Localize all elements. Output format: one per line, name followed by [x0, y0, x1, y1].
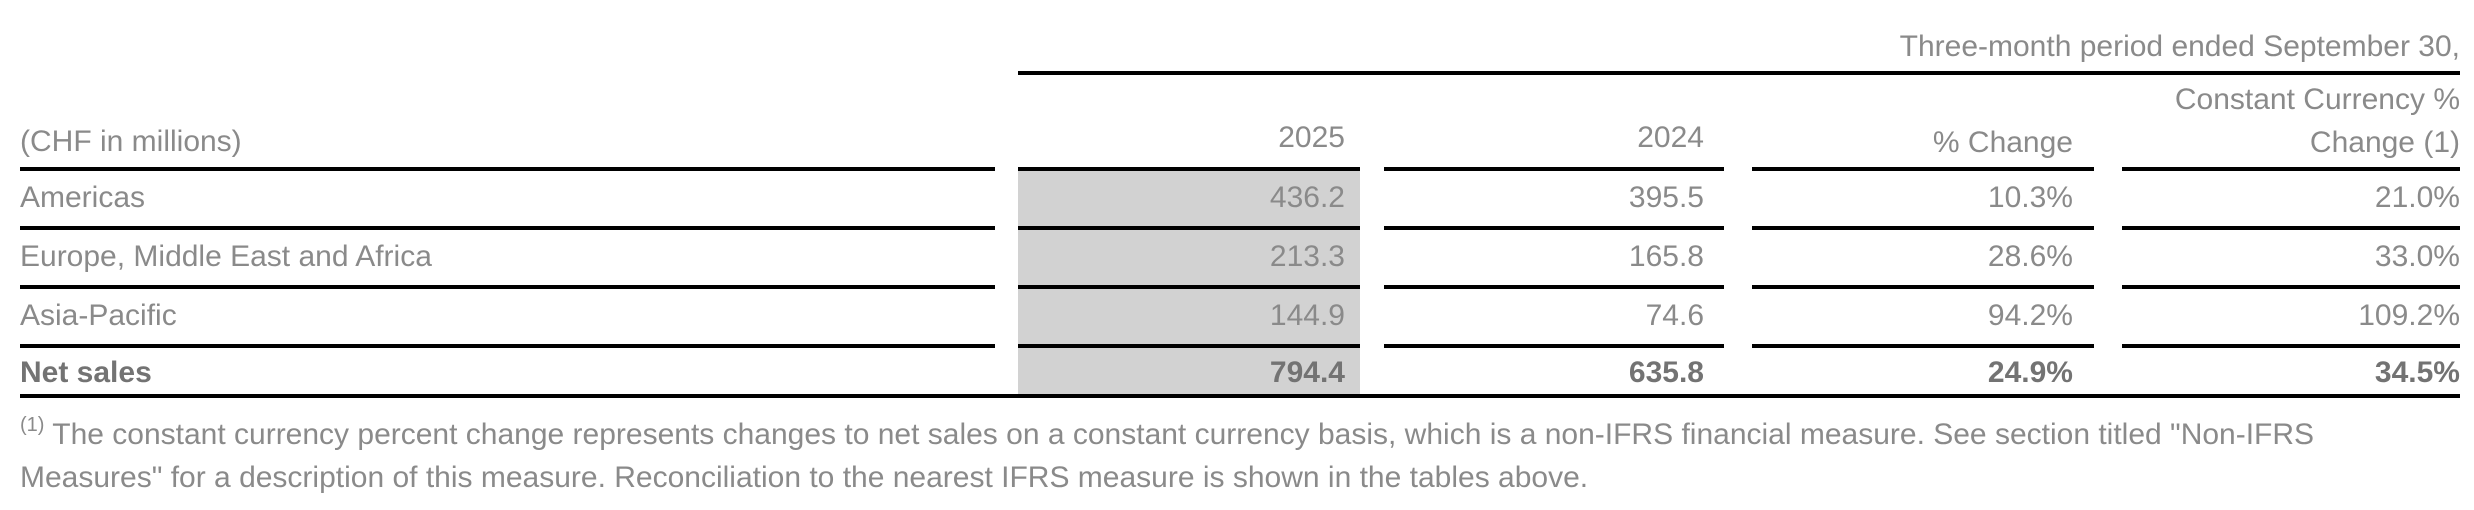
footnote-text: The constant currency percent change rep… [20, 418, 2315, 494]
cell-2025: 213.3 [1269, 240, 1345, 273]
row-rule-cc [2122, 226, 2460, 230]
col-header-pct-change: % Change [1932, 126, 2073, 159]
row-rule-label [20, 285, 995, 289]
cell-pct-change: 24.9% [1987, 356, 2073, 389]
highlight-2025-column [1018, 171, 1360, 394]
cell-pct-change: 28.6% [1987, 240, 2073, 273]
unit-label: (CHF in millions) [20, 125, 242, 158]
row-rule-pct [1752, 226, 2094, 230]
col-header-2025: 2025 [1278, 121, 1345, 154]
cell-2025: 436.2 [1269, 181, 1345, 214]
top-rule [1018, 71, 2460, 75]
row-rule-pct [1752, 344, 2094, 348]
cell-cc-change: 21.0% [2374, 181, 2460, 214]
header-rule-pct [1752, 167, 2094, 171]
period-caption: Three-month period ended September 30, [1899, 30, 2460, 63]
cell-2024: 635.8 [1628, 356, 1704, 389]
cell-cc-change: 109.2% [2358, 299, 2460, 332]
col-header-constant-currency-line2: Change (1) [2309, 126, 2460, 159]
header-rule-cc [2122, 167, 2460, 171]
row-rule-pct [1752, 285, 2094, 289]
cell-2024: 395.5 [1628, 181, 1704, 214]
footnote: (1) The constant currency percent change… [20, 404, 2450, 499]
cell-cc-change: 33.0% [2374, 240, 2460, 273]
col-header-constant-currency-line1: Constant Currency % [2174, 83, 2460, 116]
row-label: Europe, Middle East and Africa [20, 240, 432, 273]
row-rule-2024 [1384, 344, 1724, 348]
row-rule-2024 [1384, 226, 1724, 230]
row-label: Net sales [20, 356, 152, 389]
row-rule-cc [2122, 344, 2460, 348]
col-header-2024: 2024 [1637, 121, 1704, 154]
row-rule-2025 [1018, 285, 1360, 289]
cell-2024: 74.6 [1645, 299, 1704, 332]
cell-pct-change: 10.3% [1987, 181, 2073, 214]
row-rule-2024 [1384, 285, 1724, 289]
row-rule-label [20, 344, 995, 348]
header-rule-2025 [1018, 167, 1360, 171]
cell-2025: 144.9 [1269, 299, 1345, 332]
row-rule-2025 [1018, 344, 1360, 348]
bottom-rule [20, 394, 2460, 398]
footnote-marker: (1) [20, 414, 45, 436]
row-rule-cc [2122, 285, 2460, 289]
header-rule-label [20, 167, 995, 171]
row-rule-2025 [1018, 226, 1360, 230]
header-rule-2024 [1384, 167, 1724, 171]
row-label: Asia-Pacific [20, 299, 177, 332]
row-label: Americas [20, 181, 146, 214]
cell-2024: 165.8 [1628, 240, 1704, 273]
row-rule-label [20, 226, 995, 230]
cell-2025: 794.4 [1269, 356, 1345, 389]
cell-pct-change: 94.2% [1987, 299, 2073, 332]
cell-cc-change: 34.5% [2374, 356, 2460, 389]
